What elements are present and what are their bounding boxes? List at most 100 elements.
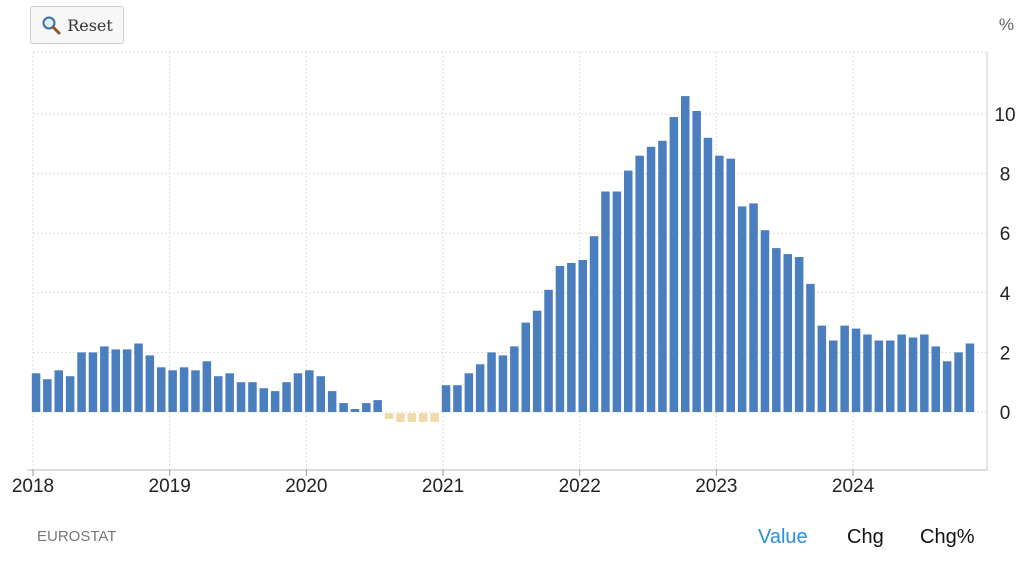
- bar: [419, 413, 428, 422]
- bar: [521, 322, 530, 412]
- x-tick-label: 2018: [12, 476, 54, 497]
- x-tick-label: 2023: [695, 476, 737, 497]
- bar: [396, 413, 405, 422]
- bar: [168, 370, 177, 412]
- bar: [43, 379, 52, 412]
- bar: [430, 413, 439, 422]
- bar: [327, 391, 337, 412]
- reset-label: Reset: [67, 15, 113, 35]
- bar: [897, 334, 906, 412]
- bar: [965, 343, 975, 412]
- bar: [737, 206, 747, 412]
- bar: [145, 355, 155, 412]
- bar: [806, 283, 815, 412]
- bar: [248, 382, 257, 412]
- bar: [77, 352, 86, 412]
- x-tick-label: 2021: [422, 476, 464, 497]
- bar: [863, 334, 872, 412]
- bar: [384, 413, 394, 419]
- bar: [362, 403, 371, 412]
- bar: [122, 349, 132, 412]
- bar: [692, 111, 701, 412]
- x-tick-label: 2022: [559, 476, 601, 497]
- y-tick-label: 0: [1000, 403, 1011, 424]
- axes: [27, 52, 988, 471]
- bar: [589, 236, 599, 412]
- bar: [259, 388, 268, 412]
- bar: [305, 370, 314, 412]
- bar: [487, 352, 496, 412]
- bar: [532, 310, 542, 412]
- bar: [886, 340, 895, 412]
- bar: [510, 346, 519, 412]
- bar: [578, 260, 587, 412]
- bar: [339, 403, 348, 412]
- bar: [726, 158, 735, 412]
- y-tick-label: 6: [1000, 224, 1011, 245]
- bar: [464, 373, 474, 412]
- bar: [829, 340, 838, 412]
- bar-series: [31, 96, 975, 422]
- bar: [646, 146, 656, 413]
- bar: [794, 257, 804, 412]
- bar: [544, 289, 553, 412]
- bar: [111, 349, 120, 412]
- bar: [954, 352, 963, 412]
- bar: [942, 361, 952, 412]
- bar: [350, 409, 360, 412]
- magnifier-icon: [42, 16, 61, 35]
- x-axis-ticks: 2018 2019 2020 2021 2022 2023 2024: [12, 470, 875, 497]
- bar: [88, 352, 98, 412]
- data-source: EUROSTAT: [37, 528, 117, 545]
- bar: [373, 400, 382, 412]
- bar: [658, 140, 667, 413]
- y-tick-label: 8: [1000, 165, 1011, 186]
- bar: [669, 117, 679, 412]
- bar: [214, 376, 223, 412]
- bar: [498, 355, 508, 412]
- bar: [282, 382, 291, 412]
- bar: [100, 346, 109, 412]
- bar: [681, 96, 690, 412]
- tab-chg-percent[interactable]: Chg%: [920, 526, 975, 548]
- bar: [840, 325, 849, 412]
- bar: [703, 137, 713, 413]
- bar: [316, 376, 325, 412]
- bar: [225, 373, 234, 412]
- bar: [191, 370, 200, 412]
- tab-chg[interactable]: Chg: [847, 526, 884, 548]
- bar: [293, 373, 303, 412]
- y-tick-label: 4: [1000, 284, 1011, 305]
- y-axis-ticks: 0 2 4 6 8 10: [994, 105, 1015, 424]
- bar: [567, 263, 576, 412]
- bar: [31, 373, 41, 412]
- bar: [624, 170, 633, 412]
- x-tick-label: 2020: [285, 476, 327, 497]
- bar: [601, 191, 610, 412]
- x-tick-label: 2019: [149, 476, 191, 497]
- bar: [134, 343, 143, 412]
- reset-zoom-button[interactable]: Reset: [30, 6, 124, 44]
- bar: [612, 191, 622, 412]
- y-tick-label: 2: [1000, 343, 1011, 364]
- bar: [441, 385, 451, 412]
- bar: [931, 346, 940, 412]
- tab-value[interactable]: Value: [758, 526, 808, 548]
- y-axis-unit: %: [999, 15, 1014, 34]
- bar: [772, 248, 781, 412]
- bar: [908, 337, 918, 412]
- bar: [874, 340, 884, 412]
- bar: [179, 367, 189, 412]
- bar: [715, 155, 724, 412]
- y-tick-label: 10: [994, 105, 1015, 126]
- bar: [555, 266, 565, 412]
- x-tick-label: 2024: [832, 476, 875, 497]
- bar: [157, 367, 166, 412]
- bar: [270, 391, 280, 412]
- bar: [749, 203, 758, 412]
- bar: [54, 370, 63, 412]
- bar: [407, 413, 417, 422]
- bar: [817, 325, 827, 412]
- bar: [920, 334, 929, 412]
